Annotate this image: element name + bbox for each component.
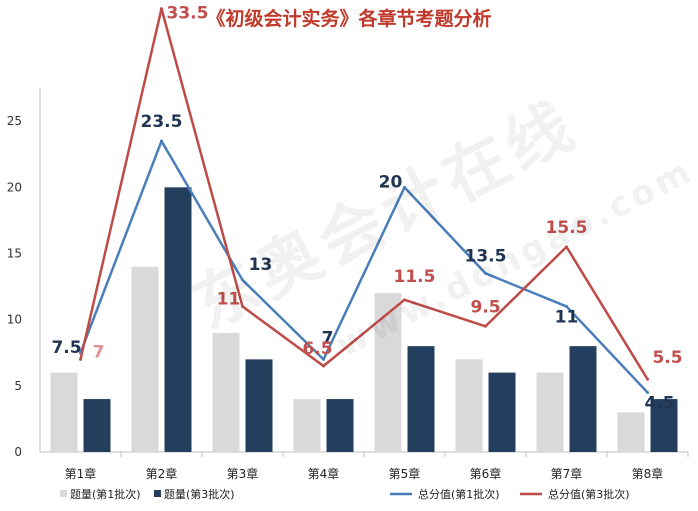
line-series2-point <box>79 357 82 361</box>
x-tick-label: 第1章 <box>65 466 97 481</box>
line-series2-point <box>646 377 649 381</box>
bar-series2 <box>83 399 111 452</box>
bar-series1 <box>536 372 564 452</box>
x-tick-label: 第8章 <box>632 466 664 481</box>
y-tick-label: 25 <box>7 114 22 128</box>
line-series1-point <box>241 278 244 282</box>
y-tick-label: 10 <box>7 313 22 327</box>
x-tick-label: 第3章 <box>227 466 259 481</box>
chart-title: 《初级会计实务》各章节考题分析 <box>206 8 492 30</box>
data-label-series2: 6.5 <box>302 339 332 359</box>
x-tick-label: 第5章 <box>389 466 421 481</box>
x-tick-label: 第2章 <box>146 466 178 481</box>
legend-label-1: 题量(第1批次) <box>70 487 141 501</box>
line-series1-point <box>403 185 406 189</box>
bar-series2 <box>245 359 273 452</box>
data-label-series2: 15.5 <box>546 218 588 238</box>
bar-series1 <box>50 372 78 452</box>
line-series1-point <box>646 390 649 394</box>
data-label-series2: 9.5 <box>470 297 500 317</box>
data-label-series1: 7 <box>322 328 334 348</box>
bar-series1 <box>212 332 240 452</box>
line-series2-point <box>241 304 244 308</box>
x-tick-label: 第4章 <box>308 466 340 481</box>
bar-series2 <box>326 399 354 452</box>
y-tick-label: 5 <box>14 379 22 393</box>
legend-label-2: 题量(第3批次) <box>164 487 235 501</box>
legend: 题量(第1批次) 题量(第3批次) 总分值(第1批次) 总分值(第3批次) <box>60 487 630 501</box>
bar-series1 <box>131 266 159 452</box>
bar-series2 <box>488 372 516 452</box>
data-label-series1: 13.5 <box>465 246 507 266</box>
bar-series1 <box>617 412 645 452</box>
line-series2-point <box>484 324 487 328</box>
data-label-series1: 20 <box>379 172 403 192</box>
line-series1-point <box>565 304 568 308</box>
x-tick-label: 第6章 <box>470 466 502 481</box>
line-series2-point <box>160 7 163 11</box>
line-series2-point <box>565 245 568 249</box>
line-series1 <box>79 139 649 394</box>
data-label-series2: 11 <box>217 289 241 309</box>
data-label-series2: 7 <box>93 342 105 362</box>
line-series2 <box>79 7 649 380</box>
data-label-series1: 4.5 <box>644 393 674 413</box>
legend-swatch-2 <box>154 490 161 497</box>
bar-series2 <box>569 346 597 452</box>
line-series1-point <box>322 357 325 361</box>
line-series2-point <box>322 364 325 368</box>
data-label-series1: 23.5 <box>141 112 183 132</box>
x-tick-label: 第7章 <box>551 466 583 481</box>
bar-series1 <box>455 359 483 452</box>
lines <box>79 7 649 394</box>
data-label-series1: 7.5 <box>51 338 81 358</box>
data-label-series2: 33.5 <box>167 4 209 24</box>
legend-swatch-1 <box>60 490 67 497</box>
bar-series1 <box>293 399 321 452</box>
bar-series2 <box>650 399 678 452</box>
y-tick-label: 0 <box>14 445 22 459</box>
y-tick-label: 15 <box>7 247 22 261</box>
data-label-series1: 13 <box>249 255 273 275</box>
data-label-series2: 11.5 <box>394 267 436 287</box>
line-series2-point <box>403 298 406 302</box>
bar-series2 <box>164 187 192 453</box>
legend-label-3: 总分值(第1批次) <box>418 487 500 501</box>
data-label-series2: 5.5 <box>652 348 682 368</box>
bars <box>50 187 678 453</box>
data-label-series1: 11 <box>555 307 579 327</box>
y-tick-label: 20 <box>7 180 22 194</box>
data-labels: 7.5 23.5 13 7 20 13.5 11 4.5 7 33.5 11 6.5 11.5 9.5 15… <box>51 4 682 414</box>
axes: 0 5 10 15 20 25 第1章 第2章 第3章 第4章 第5章 第6章 第7章 第8章 <box>7 88 689 481</box>
legend-label-4: 总分值(第3批次) <box>548 487 630 501</box>
line-series1-point <box>160 139 163 143</box>
bar-series2 <box>407 346 435 452</box>
line-series1-point <box>484 271 487 275</box>
